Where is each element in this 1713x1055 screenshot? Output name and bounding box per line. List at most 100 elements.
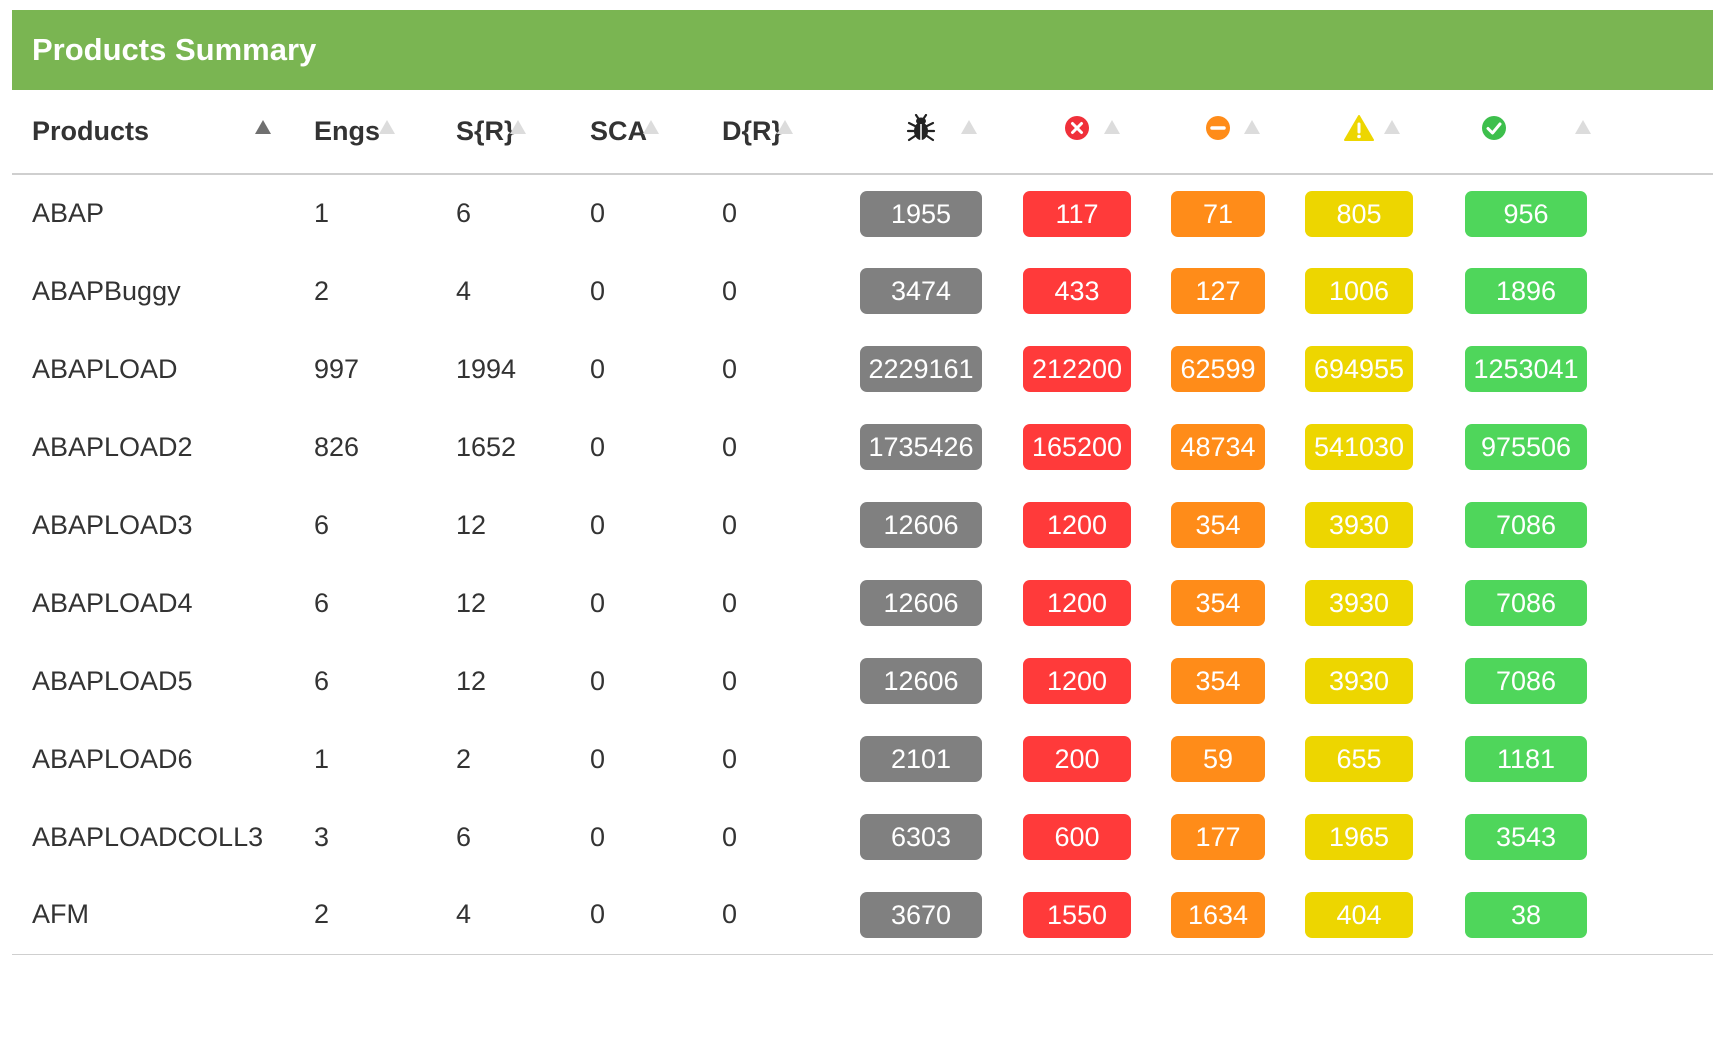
minor-badge: 3930 <box>1305 658 1413 704</box>
cell-product[interactable]: ABAPBuggy <box>32 275 181 306</box>
sort-asc-icon[interactable] <box>255 120 271 134</box>
col-header-sr[interactable]: S{R} <box>436 90 570 175</box>
major-badge: 62599 <box>1171 346 1265 392</box>
table-row[interactable]: ABAPLOAD5 6 12 0 0 12606 1200 354 3930 7086 <box>12 642 1713 720</box>
cell-sca: 0 <box>570 876 702 955</box>
col-header-minor[interactable] <box>1288 90 1430 175</box>
critical-badge: 433 <box>1023 268 1131 314</box>
total-badge-cell: 12606 <box>836 564 1006 642</box>
major-badge-cell: 127 <box>1148 252 1288 330</box>
table-row[interactable]: ABAPLOAD2 826 1652 0 0 1735426 165200 48734 5410… <box>12 408 1713 486</box>
table-row[interactable]: ABAPLOAD 997 1994 0 0 2229161 212200 62599 69495… <box>12 330 1713 408</box>
critical-badge-cell: 212200 <box>1006 330 1148 408</box>
cell-product[interactable]: ABAPLOADCOLL3 <box>32 821 264 852</box>
cell-dr: 0 <box>722 431 738 462</box>
cell-sr: 12 <box>456 665 487 696</box>
cell-product[interactable]: ABAPLOAD2 <box>32 431 193 462</box>
critical-badge-cell: 1550 <box>1006 876 1148 955</box>
passed-badge: 3543 <box>1465 814 1587 860</box>
table-row[interactable]: ABAPLOAD3 6 12 0 0 12606 1200 354 3930 7086 <box>12 486 1713 564</box>
cell-sr: 4 <box>436 876 570 955</box>
col-header-critical[interactable] <box>1006 90 1148 175</box>
cell-product[interactable]: ABAPLOAD3 <box>32 509 193 540</box>
cell-dr: 0 <box>722 275 738 306</box>
col-header-passed[interactable] <box>1430 90 1713 175</box>
cell-engs: 1 <box>314 198 330 228</box>
col-label-sca: SCA <box>590 116 648 146</box>
table-row[interactable]: AFM 2 4 0 0 3670 1550 1634 404 38 <box>12 876 1713 955</box>
products-summary-panel: Products Summary Products Engs S{R} <box>12 10 1713 1050</box>
warning-triangle-icon <box>1343 114 1375 149</box>
cell-engs: 2 <box>294 876 436 955</box>
minor-badge-cell: 404 <box>1288 876 1430 955</box>
sort-icon[interactable] <box>777 120 793 134</box>
cell-dr: 0 <box>722 587 738 618</box>
cell-engs: 2 <box>314 275 330 306</box>
cell-product[interactable]: ABAPLOAD <box>32 353 178 384</box>
critical-badge: 1200 <box>1023 658 1131 704</box>
minor-badge: 655 <box>1305 736 1413 782</box>
passed-badge-cell: 3543 <box>1430 798 1713 876</box>
sort-icon[interactable] <box>961 120 977 134</box>
total-badge: 12606 <box>860 502 982 548</box>
cell-engs: 826 <box>314 431 360 462</box>
minor-badge: 541030 <box>1305 424 1413 470</box>
major-badge-cell: 177 <box>1148 798 1288 876</box>
passed-badge-cell: 1253041 <box>1430 330 1713 408</box>
sort-icon[interactable] <box>379 120 395 134</box>
sort-icon[interactable] <box>1384 120 1400 134</box>
table-row[interactable]: ABAPLOAD6 1 2 0 0 2101 200 59 655 1181 <box>12 720 1713 798</box>
major-badge: 354 <box>1171 502 1265 548</box>
cell-engs: 6 <box>314 665 330 696</box>
cell-product[interactable]: ABAPLOAD6 <box>32 743 193 774</box>
critical-badge-cell: 165200 <box>1006 408 1148 486</box>
critical-badge: 1200 <box>1023 580 1131 626</box>
table-row[interactable]: ABAPBuggy 2 4 0 0 3474 433 127 1006 1896 <box>12 252 1713 330</box>
minor-badge: 404 <box>1305 891 1413 938</box>
col-header-total[interactable] <box>836 90 1006 175</box>
major-badge-cell: 48734 <box>1148 408 1288 486</box>
sort-icon[interactable] <box>510 120 526 134</box>
table-row[interactable]: ABAP 1 6 0 0 1955 117 71 805 956 <box>12 174 1713 252</box>
minor-badge: 1965 <box>1305 814 1413 860</box>
minor-badge-cell: 1006 <box>1288 252 1430 330</box>
col-header-dr[interactable]: D{R} <box>702 90 836 175</box>
total-badge: 3670 <box>860 891 982 938</box>
col-header-major[interactable] <box>1148 90 1288 175</box>
cell-sr: 6 <box>456 821 472 852</box>
sort-icon[interactable] <box>1575 120 1591 134</box>
minor-badge-cell: 3930 <box>1288 564 1430 642</box>
major-badge: 127 <box>1171 268 1265 314</box>
major-badge-cell: 59 <box>1148 720 1288 798</box>
cell-dr: 0 <box>722 509 738 540</box>
minor-badge-cell: 541030 <box>1288 408 1430 486</box>
cell-product[interactable]: ABAPLOAD5 <box>32 665 193 696</box>
cell-dr: 0 <box>722 665 738 696</box>
passed-badge: 1181 <box>1465 736 1587 782</box>
table-row[interactable]: ABAPLOAD4 6 12 0 0 12606 1200 354 3930 7086 <box>12 564 1713 642</box>
cell-dr: 0 <box>722 821 738 852</box>
passed-badge: 975506 <box>1465 424 1587 470</box>
col-header-engs[interactable]: Engs <box>294 90 436 175</box>
critical-badge: 1550 <box>1023 891 1131 938</box>
cell-product[interactable]: ABAP <box>32 198 105 228</box>
cell-product[interactable]: AFM <box>12 876 294 955</box>
sort-icon[interactable] <box>1104 120 1120 134</box>
minor-badge-cell: 805 <box>1288 174 1430 252</box>
col-header-sca[interactable]: SCA <box>570 90 702 175</box>
cell-sr: 1994 <box>456 353 517 384</box>
sort-icon[interactable] <box>643 120 659 134</box>
passed-badge-cell: 38 <box>1430 876 1713 955</box>
cell-dr: 0 <box>702 876 836 955</box>
critical-badge: 165200 <box>1023 424 1131 470</box>
sort-icon[interactable] <box>1244 120 1260 134</box>
critical-badge-cell: 1200 <box>1006 486 1148 564</box>
critical-badge: 200 <box>1023 736 1131 782</box>
col-label-products: Products <box>32 116 150 146</box>
col-header-products[interactable]: Products <box>12 90 294 175</box>
total-badge: 12606 <box>860 658 982 704</box>
cell-sr: 1652 <box>456 431 517 462</box>
total-badge: 12606 <box>860 580 982 626</box>
cell-product[interactable]: ABAPLOAD4 <box>32 587 193 618</box>
table-row[interactable]: ABAPLOADCOLL3 3 6 0 0 6303 600 177 1965 3543 <box>12 798 1713 876</box>
